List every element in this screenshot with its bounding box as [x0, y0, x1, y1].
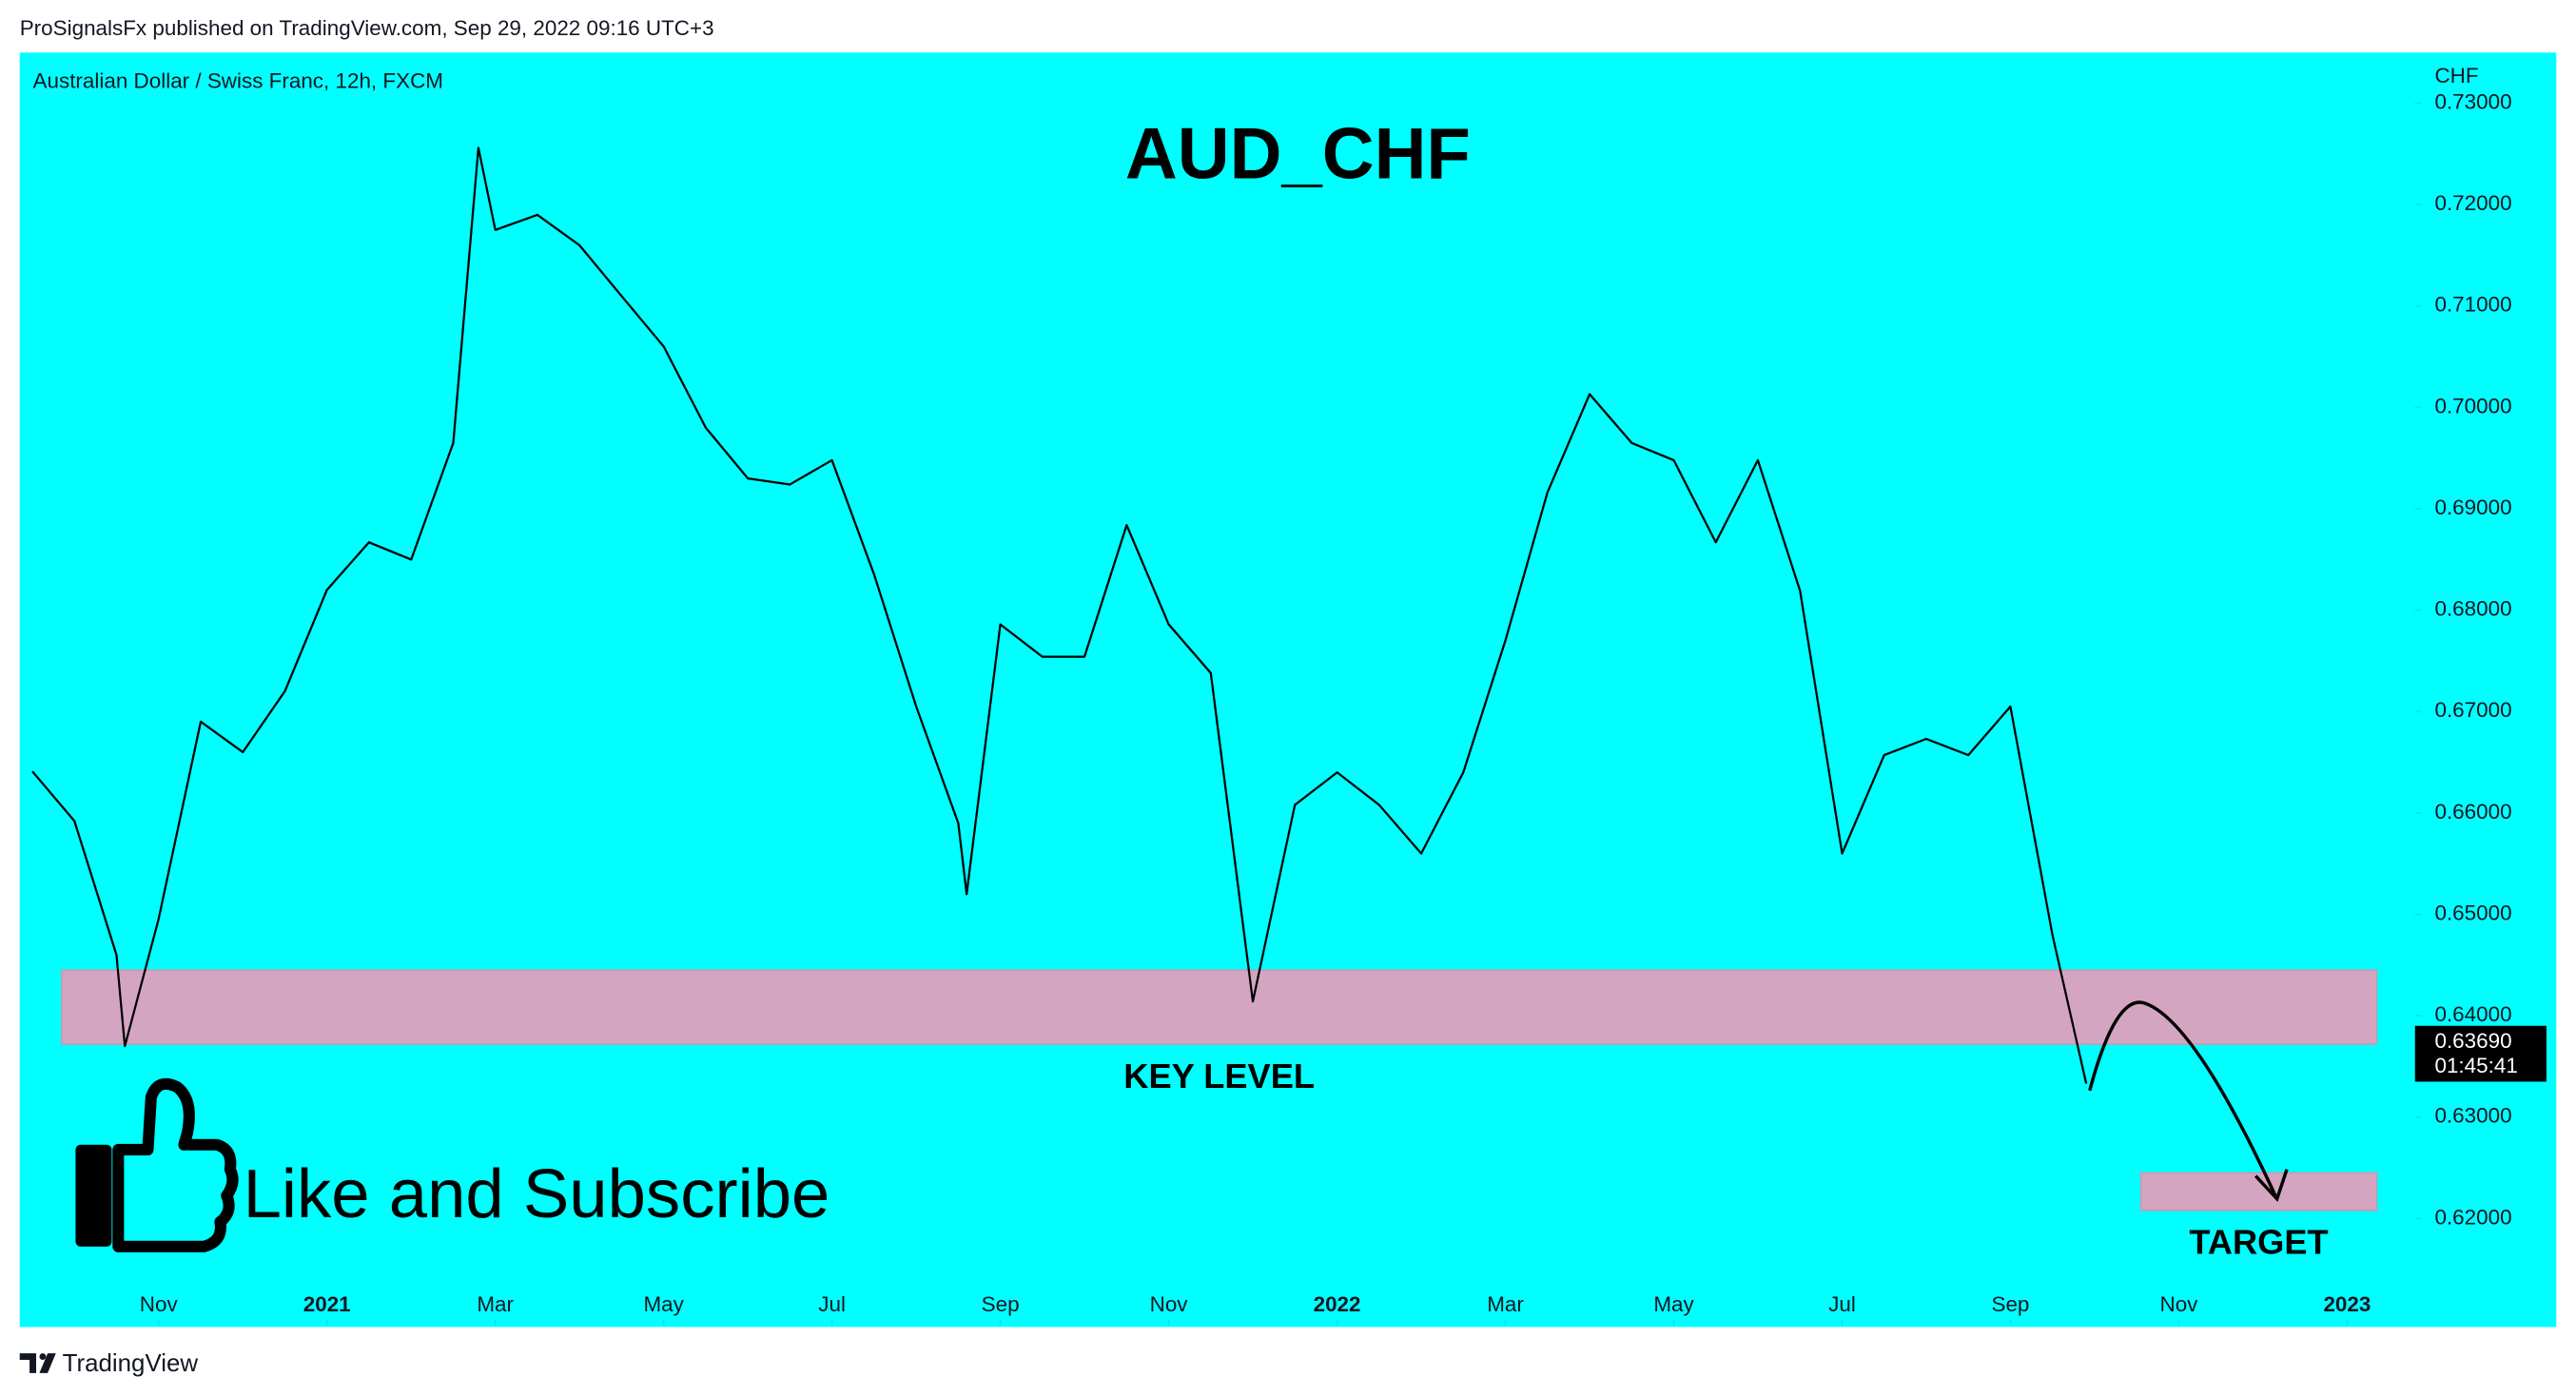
x-tick-label: Jul	[1828, 1292, 1856, 1316]
last-price-label: 0.63690	[2434, 1029, 2511, 1053]
y-tick-label: 0.70000	[2434, 394, 2511, 417]
y-tick-label: 0.73000	[2434, 90, 2511, 114]
last-price-box	[2414, 1025, 2547, 1082]
y-tick-label: 0.67000	[2434, 698, 2511, 722]
x-tick-label: Jul	[818, 1292, 846, 1316]
tv-logo-mark	[19, 1353, 56, 1373]
chart-bg	[19, 52, 2557, 1328]
x-tick-label: Nov	[2159, 1292, 2198, 1316]
footer: TradingView	[63, 1350, 199, 1377]
zone-label: KEY LEVEL	[1123, 1057, 1315, 1095]
price-line	[31, 146, 2088, 1084]
countdown: 01:45:41	[2434, 1054, 2517, 1077]
y-axis-label: CHF	[2434, 64, 2478, 87]
tv-logo-dot	[39, 1353, 47, 1360]
y-tick-label: 0.64000	[2434, 1002, 2511, 1026]
chart-title: AUD_CHF	[1125, 114, 1471, 195]
x-tick-label: Sep	[1991, 1292, 2029, 1316]
x-tick-label: Nov	[140, 1292, 179, 1316]
y-tick-label: 0.69000	[2434, 495, 2511, 519]
x-tick-label: 2023	[2323, 1292, 2371, 1316]
x-tick-label: 2021	[303, 1292, 351, 1316]
x-tick-label: May	[1653, 1292, 1694, 1316]
symbol: Australian Dollar / Swiss Franc, 12h, FX…	[33, 68, 443, 92]
annotation: Like and Subscribe	[244, 1155, 830, 1232]
x-tick-label: Sep	[982, 1292, 1020, 1316]
arrow-head	[2254, 1169, 2289, 1203]
y-tick-label: 0.71000	[2434, 293, 2511, 317]
x-tick-label: Mar	[477, 1292, 514, 1316]
y-tick-label: 0.63000	[2434, 1104, 2511, 1128]
x-tick-label: 2022	[1314, 1292, 1361, 1316]
y-tick-label: 0.72000	[2434, 191, 2511, 215]
zone-label: TARGET	[2189, 1223, 2328, 1262]
plot	[31, 102, 2422, 1326]
thumb-outline	[112, 1077, 239, 1252]
thumb-cuff	[75, 1144, 112, 1247]
y-tick-label: 0.65000	[2434, 901, 2511, 924]
tv-logo	[19, 1353, 56, 1373]
zone	[61, 969, 2378, 1045]
header: ProSignalsFx published on TradingView.co…	[20, 16, 714, 40]
y-tick-label: 0.66000	[2434, 800, 2511, 824]
thumb-icon	[75, 1077, 239, 1252]
arrow	[2088, 1000, 2277, 1197]
y-tick-label: 0.62000	[2434, 1205, 2511, 1229]
x-tick-label: Mar	[1487, 1292, 1524, 1316]
y-tick-label: 0.68000	[2434, 597, 2511, 621]
x-tick-label: Nov	[1150, 1292, 1189, 1316]
x-tick-label: May	[643, 1292, 684, 1316]
